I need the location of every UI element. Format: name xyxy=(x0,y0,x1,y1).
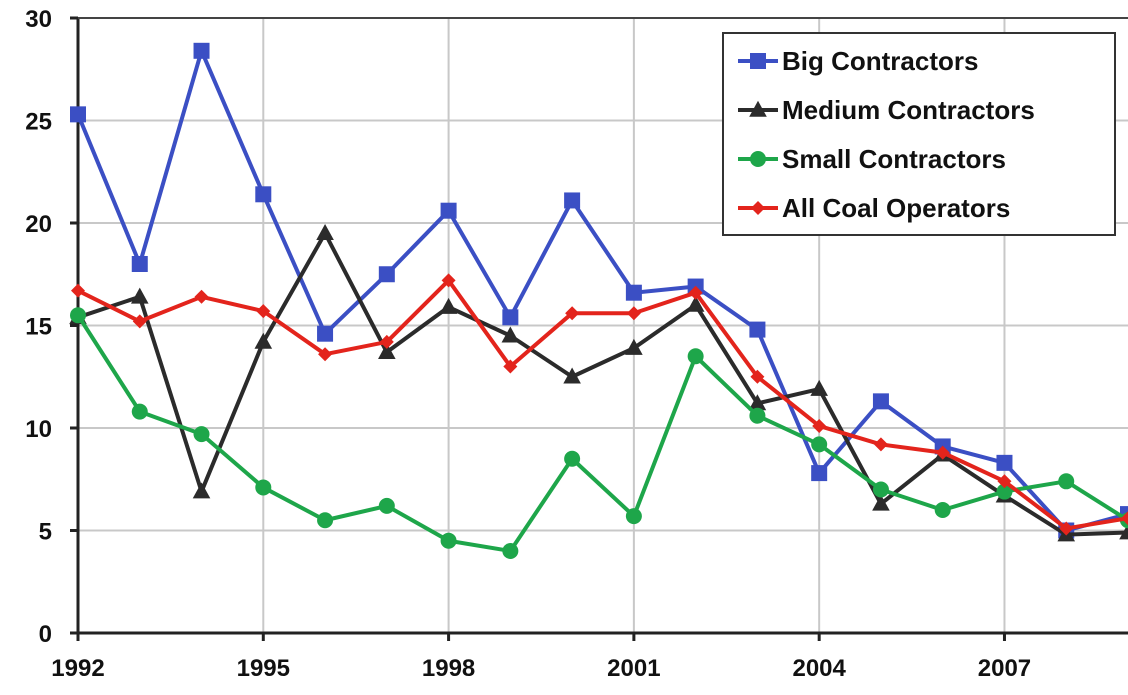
circle-marker xyxy=(749,407,766,424)
series-layer xyxy=(69,42,1128,559)
triangle-marker xyxy=(872,494,890,511)
circle-marker xyxy=(872,481,889,498)
square-marker xyxy=(564,192,581,209)
y-tick-labels: 0 5 10 15 20 25 30 xyxy=(25,6,52,648)
diamond-marker xyxy=(379,334,394,349)
triangle-marker xyxy=(625,338,643,355)
diamond-marker xyxy=(997,474,1012,489)
square-marker xyxy=(750,53,766,69)
triangle-marker xyxy=(749,100,767,117)
triangle-marker xyxy=(130,287,149,304)
triangle-marker xyxy=(254,332,273,349)
x-tick-labels: 1992 1995 1998 2001 2004 2007 xyxy=(51,655,1031,682)
square-marker xyxy=(255,186,272,203)
y-tick-label: 5 xyxy=(39,519,52,546)
diamond-marker xyxy=(873,437,888,452)
series-3 xyxy=(70,307,1128,559)
diamond-marker xyxy=(565,306,580,321)
diamond-marker xyxy=(626,306,641,321)
series-line xyxy=(77,231,1128,537)
series-line xyxy=(77,278,1128,531)
diamond-marker xyxy=(318,347,333,362)
diamond-marker xyxy=(1059,521,1074,536)
diamond-marker xyxy=(688,285,703,300)
series-line xyxy=(76,48,1128,533)
circle-marker xyxy=(811,436,828,453)
legend-entry: Medium Contractors xyxy=(738,95,1035,125)
triangle-marker xyxy=(439,297,458,314)
triangle-marker xyxy=(316,224,334,241)
y-tick-label: 10 xyxy=(25,416,52,443)
square-marker xyxy=(996,454,1013,471)
diamond-marker xyxy=(256,304,271,319)
diamond-marker xyxy=(750,369,765,384)
square-marker xyxy=(502,309,519,326)
circle-marker xyxy=(625,508,642,525)
square-marker xyxy=(70,106,86,123)
legend: Big Contractors Medium Contractors Small C… xyxy=(722,32,1116,236)
series-line xyxy=(76,314,1128,553)
triangle-marker xyxy=(810,379,828,396)
diamond-marker xyxy=(503,359,518,374)
triangle-marker xyxy=(501,326,520,343)
diamond-marker xyxy=(441,273,456,288)
diamond-marker xyxy=(935,445,950,460)
circle-marker xyxy=(440,532,457,549)
circle-marker xyxy=(70,307,86,324)
legend-entry: Small Contractors xyxy=(738,144,1006,174)
y-tick-label: 30 xyxy=(25,6,52,33)
circle-marker xyxy=(131,403,148,420)
x-tick-label: 2007 xyxy=(978,655,1031,682)
triangle-marker xyxy=(378,342,396,359)
legend-entry: Big Contractors xyxy=(738,46,978,76)
series-4 xyxy=(71,273,1128,536)
y-tick-label: 25 xyxy=(25,109,52,136)
triangle-marker xyxy=(192,482,211,499)
circle-marker xyxy=(378,497,395,514)
legend-label: Medium Contractors xyxy=(782,95,1035,125)
circle-marker xyxy=(934,502,951,518)
legend-label: Big Contractors xyxy=(782,46,978,76)
square-marker xyxy=(749,321,766,338)
x-tick-label: 2001 xyxy=(607,655,660,682)
y-tick-label: 20 xyxy=(25,211,52,238)
circle-marker xyxy=(255,479,272,496)
diamond-marker xyxy=(132,314,147,329)
diamond-marker xyxy=(812,418,827,433)
circle-marker xyxy=(687,348,704,365)
legend-label: All Coal Operators xyxy=(782,193,1010,223)
x-tick-label: 1992 xyxy=(51,655,104,682)
square-marker xyxy=(378,266,395,283)
y-tick-label: 15 xyxy=(25,314,52,341)
square-marker xyxy=(625,284,642,301)
triangle-marker xyxy=(686,295,705,312)
square-marker xyxy=(440,202,457,219)
x-tick-label: 1998 xyxy=(422,655,475,682)
square-marker xyxy=(131,256,148,272)
legend-entry: All Coal Operators xyxy=(738,193,1010,223)
legend-label: Small Contractors xyxy=(782,144,1006,174)
circle-marker xyxy=(564,450,581,467)
legend-box xyxy=(722,32,1116,236)
triangle-marker xyxy=(748,394,767,411)
square-marker xyxy=(193,42,210,59)
x-tick-label: 1995 xyxy=(237,655,290,682)
circle-marker xyxy=(193,426,210,443)
circle-marker xyxy=(750,151,766,167)
diamond-marker xyxy=(194,289,209,304)
diamond-marker xyxy=(71,283,85,298)
triangle-marker xyxy=(563,367,581,384)
square-marker xyxy=(872,393,889,410)
square-marker xyxy=(317,325,334,342)
diamond-marker xyxy=(1121,511,1128,526)
circle-marker xyxy=(317,512,334,529)
circle-marker xyxy=(996,483,1013,500)
y-tick-label: 0 xyxy=(39,621,52,648)
diamond-marker xyxy=(751,201,765,215)
square-marker xyxy=(811,465,828,482)
x-tick-label: 2004 xyxy=(792,655,846,682)
circle-marker xyxy=(1058,473,1075,490)
circle-marker xyxy=(502,543,519,559)
